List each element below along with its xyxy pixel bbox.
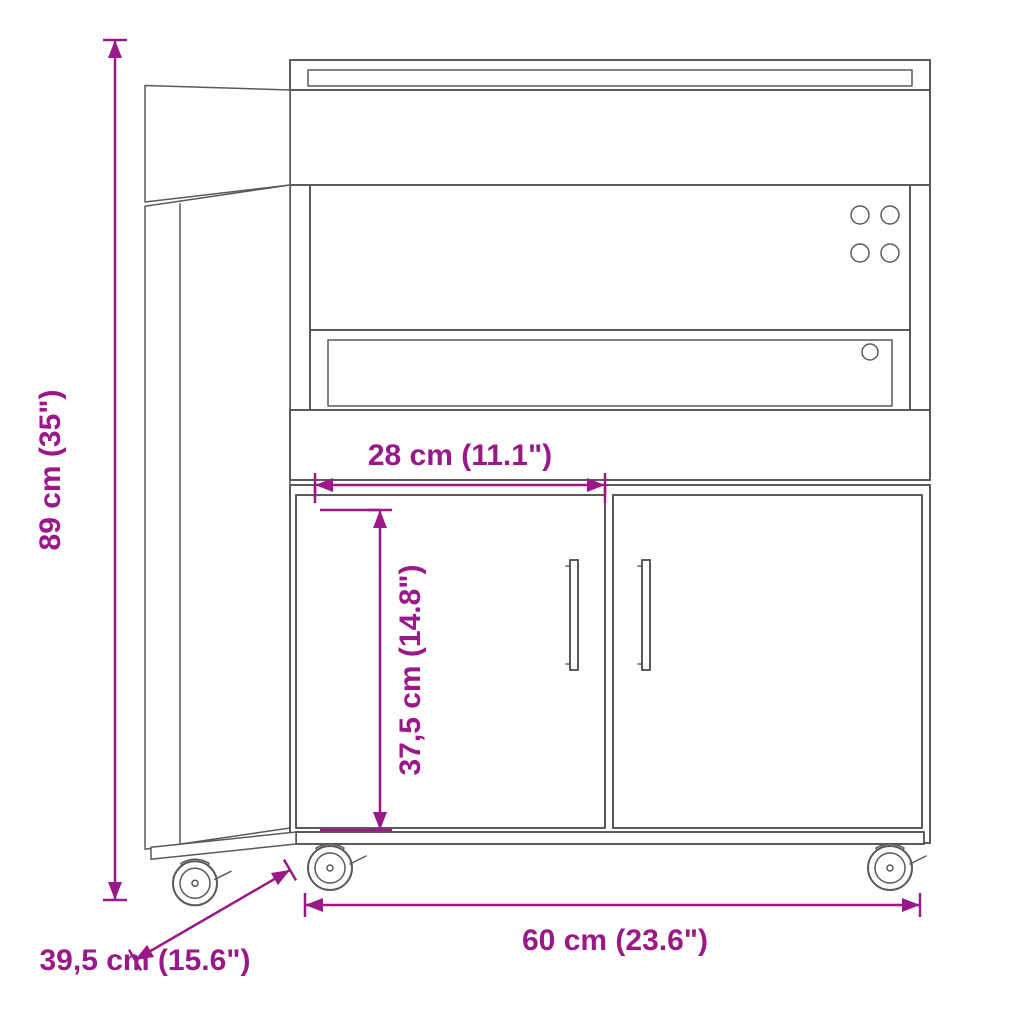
dim-label: 39,5 cm (15.6") <box>39 944 250 977</box>
arrowhead <box>108 40 122 58</box>
product-drawing <box>145 60 930 905</box>
dim-label: 28 cm (11.1") <box>368 439 552 472</box>
dimension-diagram: 89 cm (35") 39,5 cm (15.6") 60 cm (23.6") 2… <box>0 0 1024 1024</box>
arrowhead <box>305 898 323 912</box>
arrowhead <box>108 882 122 900</box>
dim-label: 89 cm (35") <box>34 390 67 551</box>
arrowhead <box>902 898 920 912</box>
dim-label: 37,5 cm (14.8") <box>394 564 427 775</box>
dim-label: 60 cm (23.6") <box>522 924 708 957</box>
arrowhead <box>271 870 290 885</box>
